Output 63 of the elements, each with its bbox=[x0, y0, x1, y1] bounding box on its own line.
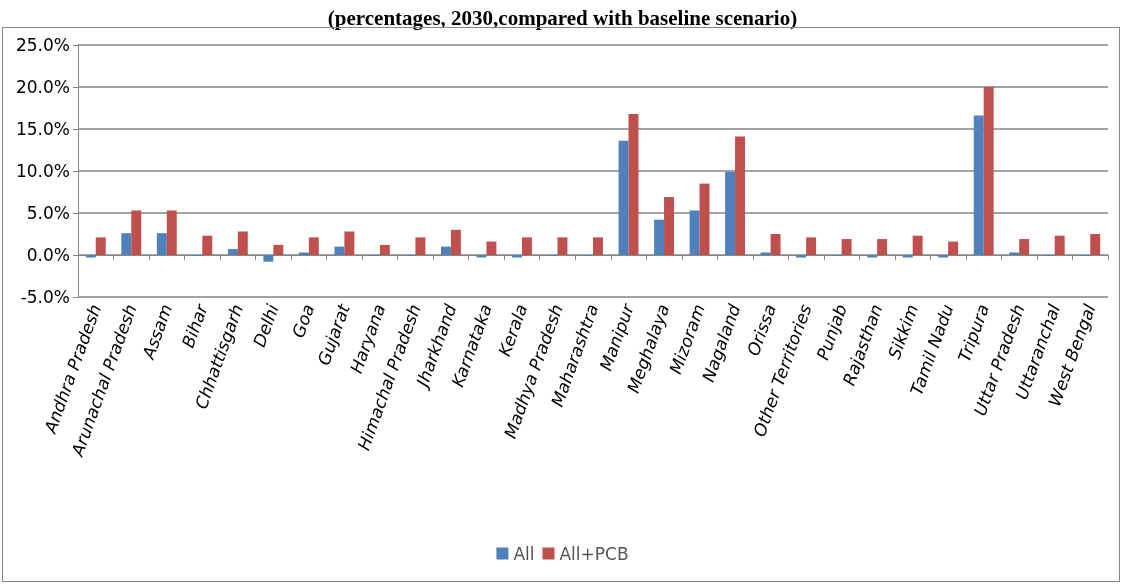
bar bbox=[308, 237, 319, 255]
bar bbox=[593, 237, 603, 255]
bar bbox=[227, 249, 238, 255]
bar bbox=[948, 241, 959, 255]
bar bbox=[202, 235, 213, 255]
legend-label: All+PCB bbox=[559, 543, 629, 564]
bar bbox=[877, 239, 888, 255]
bar bbox=[521, 237, 532, 255]
bar bbox=[273, 244, 284, 255]
y-tick-label: 15.0% bbox=[15, 119, 70, 139]
chart-title: (percentages, 2030,compared with baseline scenario) bbox=[327, 5, 798, 30]
bar bbox=[654, 219, 665, 255]
bar bbox=[476, 255, 487, 258]
bar bbox=[628, 113, 639, 255]
bar bbox=[796, 255, 807, 258]
bar bbox=[725, 171, 736, 255]
bar bbox=[1009, 252, 1020, 255]
bar bbox=[298, 252, 309, 255]
bar bbox=[512, 255, 522, 258]
y-tick-label: 5.0% bbox=[26, 203, 70, 223]
bar bbox=[867, 255, 878, 258]
bar bbox=[806, 237, 817, 255]
bar bbox=[912, 235, 923, 255]
bar bbox=[735, 136, 746, 255]
bar bbox=[344, 231, 355, 255]
bar bbox=[973, 115, 984, 255]
bar bbox=[156, 233, 167, 255]
bar bbox=[379, 244, 390, 255]
y-tick-label: 0.0% bbox=[26, 245, 70, 265]
bar bbox=[237, 231, 248, 255]
y-tick-label: -5.0% bbox=[20, 287, 70, 307]
legend-label: All bbox=[513, 543, 535, 564]
x-tick-label: Goa bbox=[287, 301, 319, 341]
bar bbox=[841, 239, 852, 255]
bar bbox=[938, 255, 949, 258]
x-tick-label: Delhi bbox=[248, 301, 283, 350]
y-tick-label: 25.0% bbox=[15, 35, 70, 55]
bar bbox=[1019, 239, 1030, 255]
bar bbox=[131, 210, 142, 255]
y-tick-label: 10.0% bbox=[15, 161, 70, 181]
bar bbox=[450, 229, 461, 255]
bar bbox=[902, 255, 913, 258]
bar bbox=[1054, 235, 1065, 255]
bar bbox=[618, 140, 629, 255]
bar bbox=[166, 210, 177, 255]
bar bbox=[85, 255, 96, 258]
bar bbox=[699, 183, 710, 255]
bar bbox=[770, 234, 781, 255]
bar bbox=[557, 237, 568, 255]
bar bbox=[95, 237, 106, 255]
bar bbox=[121, 233, 132, 255]
bar bbox=[440, 246, 451, 255]
bar bbox=[486, 241, 497, 255]
bar bbox=[263, 255, 274, 262]
x-tick-label: Assam bbox=[137, 301, 177, 363]
bar bbox=[415, 237, 426, 255]
bar bbox=[1090, 234, 1101, 255]
bar bbox=[760, 252, 771, 255]
y-tick-label: 20.0% bbox=[15, 77, 70, 97]
bar bbox=[689, 210, 700, 255]
bar bbox=[334, 246, 345, 255]
bar bbox=[664, 197, 674, 255]
bar bbox=[983, 87, 994, 255]
